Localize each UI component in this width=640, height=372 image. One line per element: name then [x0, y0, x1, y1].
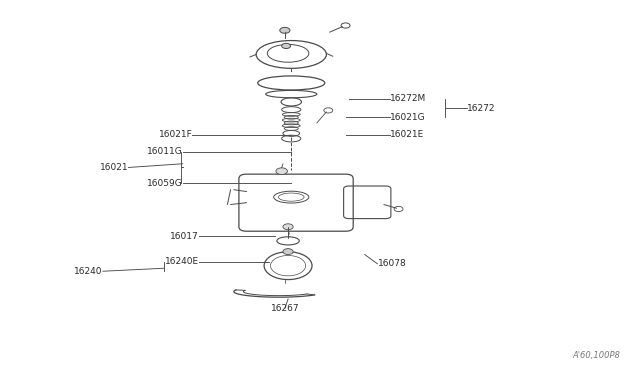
Text: 16059G: 16059G: [147, 179, 182, 187]
Text: 16021G: 16021G: [390, 113, 426, 122]
Circle shape: [282, 43, 291, 48]
Text: 16240: 16240: [74, 267, 103, 276]
Text: 16021E: 16021E: [390, 130, 424, 140]
Circle shape: [283, 224, 293, 230]
Text: 16017: 16017: [170, 231, 198, 241]
Text: 16240E: 16240E: [164, 257, 198, 266]
Circle shape: [283, 248, 293, 254]
Text: 16078: 16078: [378, 259, 406, 268]
Circle shape: [276, 168, 287, 174]
Circle shape: [280, 28, 290, 33]
Text: 16011G: 16011G: [147, 147, 182, 156]
Text: A'60,100P8: A'60,100P8: [572, 351, 620, 360]
Text: 16272: 16272: [467, 104, 495, 113]
Text: 16021F: 16021F: [159, 130, 192, 140]
Text: 16267: 16267: [271, 304, 299, 313]
Text: 16021: 16021: [100, 163, 129, 172]
Text: 16272M: 16272M: [390, 94, 426, 103]
